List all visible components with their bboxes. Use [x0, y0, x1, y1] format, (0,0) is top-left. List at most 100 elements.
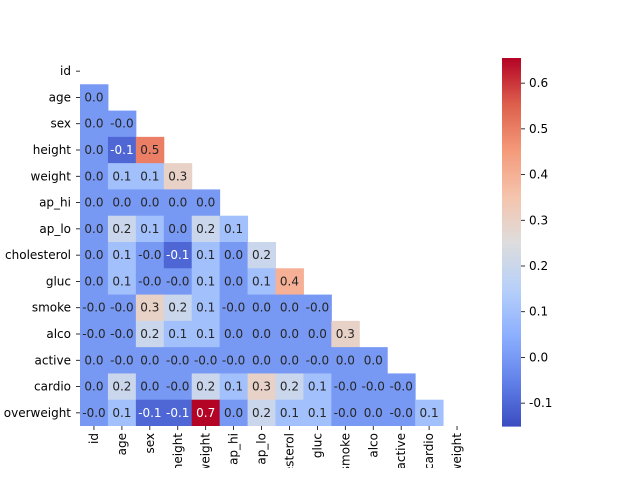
colorbar-band [502, 320, 521, 323]
colorbar-band [502, 72, 521, 75]
cell-value-label: 0.0 [112, 196, 131, 210]
cell-value-label: -0.0 [82, 301, 105, 315]
heatmap-cell [191, 215, 221, 243]
heatmap-cell [359, 373, 388, 401]
cell-value-label: 0.0 [168, 196, 187, 210]
colorbar-band [502, 384, 521, 387]
colorbar-band [502, 234, 521, 237]
x-tick-label: smoke [338, 433, 352, 472]
cell-value-label: 0.1 [252, 274, 271, 288]
x-axis: id age sex height weight ap_hi ap_lo cholestero… [87, 426, 464, 472]
colorbar-band [502, 394, 521, 397]
cell-value-label: 0.2 [112, 380, 131, 394]
colorbar-band [502, 356, 521, 359]
cell-value-label: 0.0 [168, 222, 187, 236]
cell-value-label: 0.1 [224, 222, 243, 236]
heatmap-cell [219, 373, 249, 401]
colorbar-band [502, 298, 521, 301]
heatmap-cell [107, 320, 137, 348]
colorbar-band [502, 390, 521, 393]
colorbar-band [502, 274, 521, 277]
colorbar-band [502, 110, 521, 113]
heatmap-cell [387, 399, 416, 426]
colorbar-band [502, 124, 521, 127]
cell-value-label: -0.0 [389, 406, 412, 420]
y-tick-label: active [35, 353, 71, 367]
heatmap-cell [80, 189, 109, 217]
colorbar-band [502, 152, 521, 155]
x-tick-label: alco [366, 433, 380, 458]
y-tick-label: gluc [46, 274, 71, 288]
colorbar-band [502, 216, 521, 219]
heatmap-cell [163, 373, 193, 401]
heatmap-cell [247, 347, 276, 374]
colorbar-band [502, 194, 521, 197]
colorbar-band [502, 398, 521, 401]
colorbar-band [502, 76, 521, 79]
colorbar-band [502, 198, 521, 201]
heatmap-cell [219, 320, 249, 348]
cell-value-label: -0.0 [110, 327, 133, 341]
heatmap-cell [163, 294, 193, 322]
colorbar-band [502, 414, 521, 417]
heatmap-cell [331, 320, 360, 348]
y-tick-label: smoke [32, 301, 71, 315]
colorbar-band [502, 160, 521, 163]
heatmap-cell [107, 163, 137, 190]
colorbar-band [502, 308, 521, 311]
cell-value-label: -0.1 [110, 143, 133, 157]
cell-value-label: -0.0 [82, 327, 105, 341]
heatmap-cell [191, 242, 221, 269]
heatmap-cell [163, 268, 193, 296]
cell-value-label: 0.3 [336, 327, 355, 341]
cell-value-label: -0.0 [389, 380, 412, 394]
cell-value-label: -0.0 [110, 117, 133, 131]
colorbar-band [502, 202, 521, 205]
colorbar-band [502, 338, 521, 341]
colorbar-band [502, 58, 521, 61]
colorbar-band [502, 350, 521, 353]
cell-value-label: 0.0 [84, 196, 103, 210]
colorbar-band [502, 178, 521, 181]
cell-value-label: 0.1 [196, 274, 215, 288]
x-tick-label: cardio [422, 433, 436, 470]
colorbar-band [502, 270, 521, 273]
heatmap-cell [80, 242, 109, 269]
y-tick-label: id [60, 64, 71, 78]
heatmap-cell [107, 268, 137, 296]
colorbar-band [502, 382, 521, 385]
heatmap-cell [247, 242, 276, 269]
heatmap-cell [163, 347, 193, 374]
colorbar-band [502, 168, 521, 171]
heatmap-cell [135, 189, 165, 217]
colorbar-band [502, 318, 521, 321]
colorbar-band [502, 232, 521, 235]
cell-value-label: 0.3 [140, 301, 159, 315]
colorbar-band [502, 416, 521, 419]
colorbar-tick-label: 0.4 [529, 168, 548, 182]
y-tick-label: age [49, 90, 71, 104]
colorbar-band [502, 80, 521, 83]
colorbar-band [502, 374, 521, 377]
heatmap-cell [191, 189, 221, 217]
heatmap-cell [135, 136, 165, 164]
colorbar-band [502, 170, 521, 173]
heatmap-cell [163, 242, 193, 269]
heatmap-cell [80, 136, 109, 164]
colorbar-band [502, 132, 521, 135]
colorbar-band [502, 184, 521, 187]
heatmap-cell [163, 215, 193, 243]
y-tick-label: sex [50, 117, 71, 131]
cell-value-label: 0.0 [84, 90, 103, 104]
heatmap-cell-labels: 0.0 0.0 -0.0 0.0 -0.1 0.5 0.0 0.1 0.1 0.3 0.0 0.0 0.… [82, 90, 438, 419]
heatmap-cell [219, 399, 249, 426]
colorbar-band [502, 206, 521, 209]
cell-value-label: 0.0 [140, 353, 159, 367]
colorbar-band [502, 238, 521, 241]
colorbar-band [502, 364, 521, 367]
colorbar-band [502, 326, 521, 329]
heatmap-cell [219, 215, 249, 243]
cell-value-label: -0.0 [306, 353, 329, 367]
colorbar-band [502, 166, 521, 169]
colorbar-band [502, 192, 521, 195]
